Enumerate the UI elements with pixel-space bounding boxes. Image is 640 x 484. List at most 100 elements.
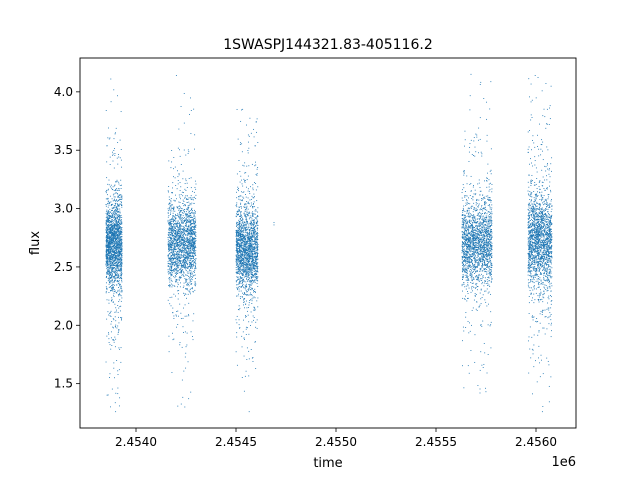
data-point (193, 226, 195, 228)
data-point (239, 248, 241, 250)
data-point (109, 186, 111, 188)
data-point (248, 238, 250, 240)
data-point (108, 244, 110, 246)
data-point (118, 217, 120, 219)
data-point (181, 219, 183, 221)
data-point (180, 194, 182, 196)
data-point (174, 225, 176, 227)
data-point (184, 261, 186, 263)
data-point (119, 256, 121, 258)
data-point (187, 221, 189, 223)
data-point (176, 243, 177, 245)
data-point (192, 263, 194, 265)
data-point (116, 250, 118, 252)
data-point (189, 197, 191, 199)
data-point (256, 262, 258, 264)
data-point (174, 239, 176, 241)
data-point (180, 232, 182, 234)
data-point (251, 230, 253, 232)
data-point (108, 302, 110, 304)
data-point (195, 263, 197, 265)
data-point (243, 286, 245, 288)
data-point (107, 225, 109, 227)
data-point (189, 219, 191, 221)
data-point (253, 230, 255, 232)
data-point (247, 261, 249, 263)
data-point (191, 232, 193, 234)
data-point (181, 255, 183, 256)
data-point (191, 199, 193, 201)
data-point (182, 251, 184, 253)
data-point (174, 270, 176, 272)
data-point (242, 280, 244, 282)
data-point (178, 234, 180, 236)
data-point (246, 243, 248, 245)
data-point (116, 249, 118, 251)
data-point (255, 259, 257, 261)
data-point (187, 255, 189, 257)
data-point (175, 185, 177, 186)
data-point (170, 256, 172, 257)
data-point (194, 246, 196, 248)
data-point (256, 268, 258, 270)
data-point (173, 209, 174, 210)
data-point (105, 220, 107, 222)
data-point (179, 236, 181, 238)
data-point (121, 291, 123, 293)
data-point (191, 245, 193, 247)
data-point (108, 286, 110, 288)
data-point (195, 258, 197, 260)
data-point (173, 233, 175, 235)
data-point (115, 268, 117, 270)
data-point (242, 239, 244, 241)
data-point (248, 262, 250, 264)
data-point (186, 262, 188, 264)
data-point (241, 242, 243, 244)
data-point (177, 170, 178, 172)
data-point (177, 250, 179, 252)
data-point (118, 245, 120, 247)
data-point (121, 252, 123, 254)
data-point (179, 257, 181, 259)
data-point (171, 262, 173, 264)
data-point (252, 269, 254, 271)
data-point (239, 234, 241, 236)
data-point (175, 263, 177, 265)
data-point (192, 291, 194, 293)
data-point (112, 231, 114, 233)
data-point (249, 266, 251, 268)
data-point (170, 246, 172, 248)
data-point (112, 260, 114, 262)
data-point (179, 182, 181, 183)
data-point (110, 228, 112, 230)
data-point (238, 251, 240, 252)
data-point (172, 240, 173, 242)
data-point (253, 243, 254, 245)
data-point (249, 242, 251, 244)
data-point (114, 270, 115, 272)
data-point (112, 228, 114, 230)
data-point (248, 254, 250, 256)
data-point (241, 232, 243, 234)
data-point (191, 276, 193, 278)
data-point (119, 232, 121, 234)
data-point (252, 236, 254, 238)
data-point (189, 231, 191, 233)
data-point (111, 210, 113, 211)
data-point (119, 266, 121, 268)
data-point (112, 240, 114, 242)
data-point (190, 263, 192, 265)
data-point (247, 269, 249, 271)
data-point (192, 248, 194, 250)
data-point (236, 224, 238, 226)
data-point (107, 231, 109, 232)
data-point (167, 210, 169, 212)
data-point (240, 230, 242, 232)
data-point (113, 235, 115, 237)
data-point (238, 267, 240, 269)
data-point (193, 262, 195, 264)
data-point (118, 219, 120, 221)
data-point (111, 257, 113, 259)
data-point (171, 261, 173, 263)
data-point (171, 267, 172, 269)
